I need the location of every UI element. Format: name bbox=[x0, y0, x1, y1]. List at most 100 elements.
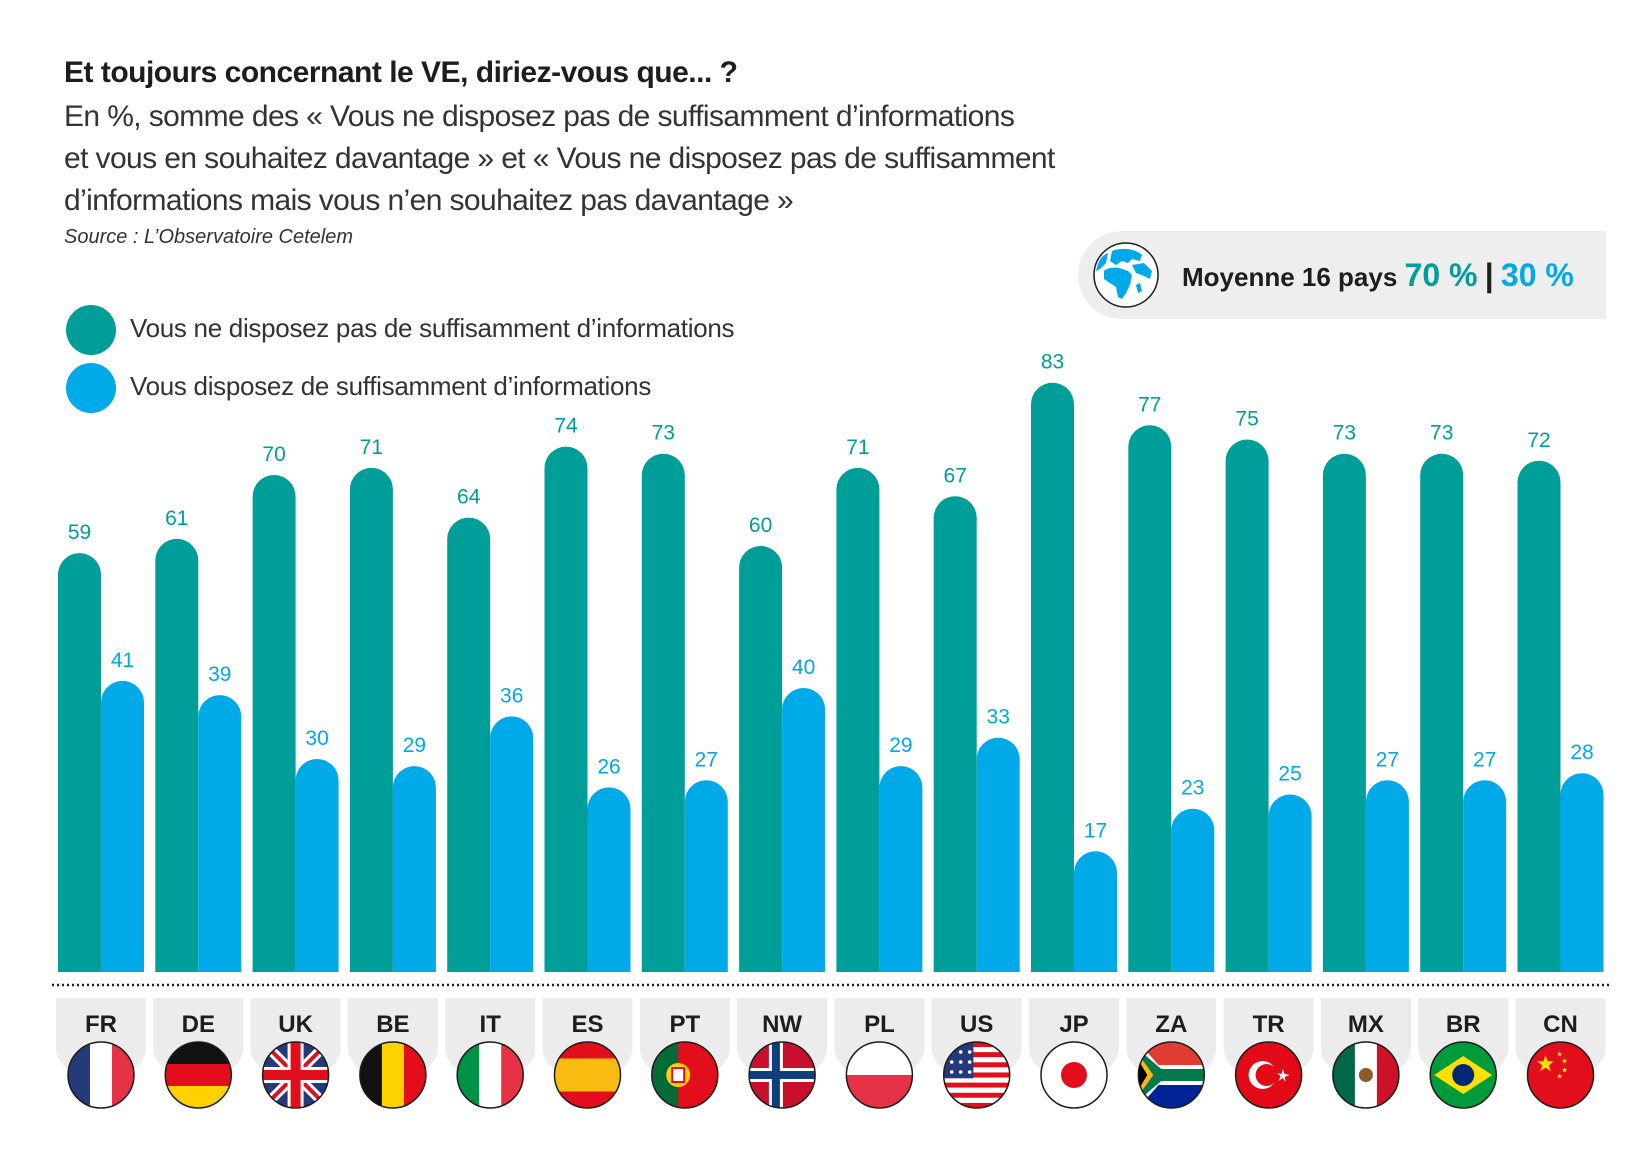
flag-part bbox=[949, 1070, 954, 1074]
flag-border bbox=[359, 1041, 427, 1109]
value-label: 17 bbox=[1084, 819, 1107, 842]
flag-part bbox=[943, 1092, 1010, 1098]
flag-part bbox=[1276, 1069, 1290, 1082]
germany-flag-icon bbox=[165, 1042, 232, 1108]
subtitle-line: et vous en souhaitez davantage » et « Vo… bbox=[64, 142, 1055, 175]
flag-part bbox=[1556, 1051, 1563, 1057]
country-code: CN bbox=[1543, 1011, 1578, 1038]
flag-part bbox=[943, 1102, 1010, 1108]
value-label: 77 bbox=[1138, 393, 1161, 416]
value-label: 71 bbox=[846, 436, 869, 459]
country-code: PT bbox=[669, 1011, 700, 1038]
value-label: 73 bbox=[1333, 422, 1356, 445]
bar-us-no-info bbox=[933, 496, 977, 972]
value-label: 73 bbox=[652, 422, 675, 445]
flag-border bbox=[553, 1041, 622, 1109]
country-code: JP bbox=[1059, 1011, 1088, 1038]
flag-border bbox=[1040, 1041, 1108, 1109]
chart-title: Et toujours concernant le VE, diriez-vou… bbox=[64, 56, 738, 89]
country-code: US bbox=[960, 1011, 993, 1038]
flag-part bbox=[944, 1108, 1010, 1113]
value-label: 30 bbox=[305, 727, 328, 750]
bar-pt-no-info bbox=[641, 453, 685, 972]
value-label: 72 bbox=[1527, 429, 1550, 452]
flag-border bbox=[456, 1041, 524, 1109]
country-code: BE bbox=[376, 1011, 409, 1038]
flag-part bbox=[1138, 1046, 1205, 1104]
value-label: 41 bbox=[111, 649, 134, 672]
brazil-flag-icon bbox=[1430, 1042, 1497, 1108]
flag-part bbox=[943, 1057, 1010, 1063]
flag-part bbox=[381, 1042, 405, 1108]
value-label: 40 bbox=[792, 656, 815, 679]
value-label: 33 bbox=[987, 706, 1010, 729]
bar-br-no-info bbox=[1420, 453, 1464, 972]
flag-part bbox=[958, 1070, 963, 1074]
bar-mx-info bbox=[1365, 780, 1409, 972]
flag-part bbox=[1376, 1042, 1399, 1108]
value-label: 67 bbox=[944, 464, 967, 487]
legend-swatch-teal bbox=[66, 305, 116, 355]
average-separator: | bbox=[1484, 257, 1494, 293]
flag-part bbox=[403, 1042, 426, 1108]
subtitle-line: d’informations mais vous n’en souhaitez … bbox=[64, 184, 794, 217]
value-label: 27 bbox=[1376, 748, 1399, 771]
flag-part bbox=[165, 1086, 232, 1108]
flag-part bbox=[943, 1072, 1010, 1078]
flag-part bbox=[967, 1050, 972, 1054]
flag-border bbox=[1234, 1041, 1303, 1109]
globe-icon bbox=[1093, 242, 1159, 308]
flag-part bbox=[943, 1047, 1010, 1053]
bar-be-info bbox=[392, 766, 436, 972]
value-label: 73 bbox=[1430, 422, 1453, 445]
bar-es-no-info bbox=[544, 446, 588, 973]
flag-part bbox=[943, 1077, 1010, 1083]
country-code: IT bbox=[480, 1011, 502, 1038]
flag-part bbox=[967, 1070, 972, 1074]
bar-uk-no-info bbox=[252, 475, 296, 972]
source-note: Source : L’Observatoire Cetelem bbox=[64, 226, 354, 248]
value-label: 70 bbox=[262, 443, 285, 466]
flag-part bbox=[1358, 1068, 1373, 1082]
bar-cn-info bbox=[1560, 773, 1604, 972]
bar-za-info bbox=[1171, 808, 1215, 972]
usa-flag-icon bbox=[943, 1042, 1010, 1113]
country-code: DE bbox=[182, 1011, 215, 1038]
flag-part bbox=[943, 1082, 1010, 1088]
italy-flag-icon bbox=[457, 1042, 524, 1108]
value-label: 29 bbox=[403, 734, 426, 757]
average-badge: Moyenne 16 pays 70 % | 30 % bbox=[1078, 231, 1606, 319]
flag-part bbox=[943, 1097, 1010, 1103]
average-label: Moyenne 16 pays bbox=[1182, 262, 1398, 292]
flag-border bbox=[845, 1041, 914, 1109]
bar-uk-info bbox=[295, 759, 339, 972]
flag-part bbox=[846, 1075, 913, 1108]
value-label: 83 bbox=[1041, 351, 1064, 374]
bar-jp-info bbox=[1074, 851, 1117, 972]
flag-part bbox=[749, 1071, 816, 1079]
legend-swatch-blue bbox=[66, 363, 116, 413]
flag-part bbox=[943, 1042, 1010, 1048]
bar-tr-no-info bbox=[1225, 439, 1269, 972]
flag-border bbox=[651, 1041, 719, 1109]
flag-part bbox=[1061, 1062, 1087, 1088]
flag-part bbox=[943, 1087, 1010, 1093]
bar-br-info bbox=[1463, 780, 1507, 972]
flag-border bbox=[748, 1041, 816, 1109]
flag-part bbox=[262, 1070, 329, 1080]
flag-part bbox=[958, 1060, 963, 1064]
country-code: MX bbox=[1348, 1011, 1384, 1038]
flag-part bbox=[943, 1052, 1010, 1058]
flag-part bbox=[1255, 1064, 1278, 1086]
bar-us-info bbox=[976, 737, 1020, 972]
value-label: 61 bbox=[165, 507, 188, 530]
bar-za-no-info bbox=[1128, 425, 1172, 972]
flag-border bbox=[164, 1041, 233, 1109]
uk-flag-icon bbox=[262, 1042, 329, 1108]
flag-part bbox=[457, 1042, 480, 1108]
value-label: 60 bbox=[749, 514, 772, 537]
bar-jp-no-info bbox=[1031, 382, 1074, 972]
flag-part bbox=[1138, 1060, 1148, 1090]
subtitle-line: En %, somme des « Vous ne disposez pas d… bbox=[64, 100, 1015, 133]
country-code: BR bbox=[1446, 1011, 1481, 1038]
